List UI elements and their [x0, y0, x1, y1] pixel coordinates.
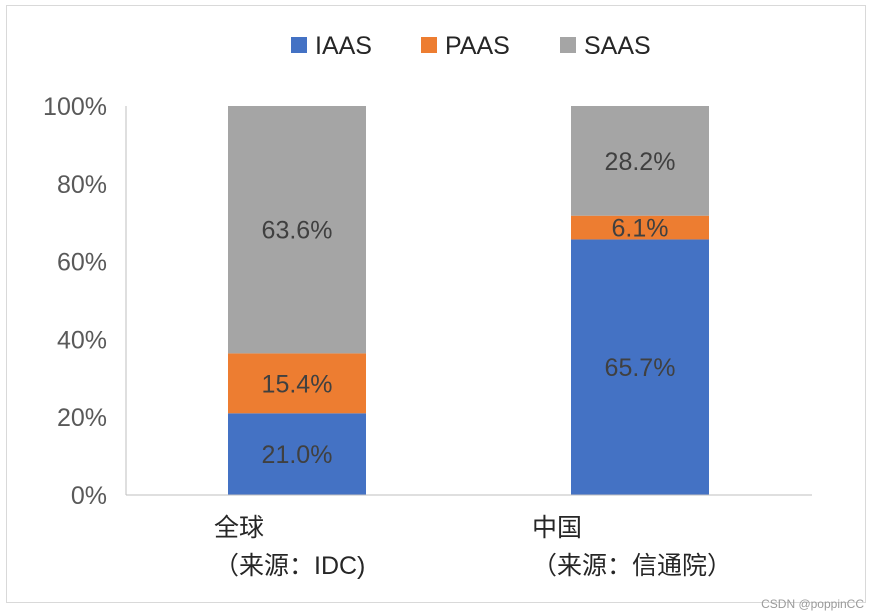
data-label: 65.7%	[605, 354, 676, 382]
y-tick-label: 20%	[57, 404, 107, 432]
x-category-label: 全球	[214, 514, 264, 542]
bar-segment-iaas	[571, 239, 709, 495]
y-axis: 0% 20% 40% 60% 80% 100%	[43, 93, 127, 510]
bar-segment-saas	[571, 106, 709, 216]
y-tick-label: 80%	[57, 171, 107, 199]
legend-swatch-saas	[560, 37, 576, 53]
bar-segment-paas	[571, 215, 709, 240]
data-label: 63.6%	[262, 217, 333, 245]
y-tick-label: 40%	[57, 326, 107, 354]
watermark: CSDN @poppinCC	[761, 597, 864, 611]
legend-swatch-paas	[421, 37, 437, 53]
bar-segment-saas	[228, 106, 366, 354]
legend-swatch-iaas	[291, 37, 307, 53]
chart-frame	[6, 5, 866, 603]
legend-label-paas: PAAS	[445, 32, 510, 60]
legend: IAAS PAAS SAAS	[291, 32, 651, 60]
x-category-label: （来源：IDC)	[214, 552, 365, 580]
y-tick-label: 60%	[57, 249, 107, 277]
data-label: 21.0%	[262, 441, 333, 469]
data-label: 28.2%	[605, 148, 676, 176]
legend-label-iaas: IAAS	[315, 32, 372, 60]
data-label: 15.4%	[262, 370, 333, 398]
bar-segment-iaas	[228, 413, 366, 495]
legend-label-saas: SAAS	[584, 32, 651, 60]
data-label: 6.1%	[612, 215, 669, 243]
x-axis: 全球 （来源：IDC) 中国 （来源：信通院）	[126, 494, 812, 580]
y-tick-label: 100%	[43, 93, 107, 121]
bar-segment-paas	[228, 353, 366, 414]
y-tick-label: 0%	[71, 482, 107, 510]
x-category-label: 中国	[532, 514, 582, 542]
bars: 21.0% 15.4% 63.6% 65.7% 6.1% 28.2%	[228, 106, 709, 495]
x-category-label: （来源：信通院）	[532, 552, 732, 580]
